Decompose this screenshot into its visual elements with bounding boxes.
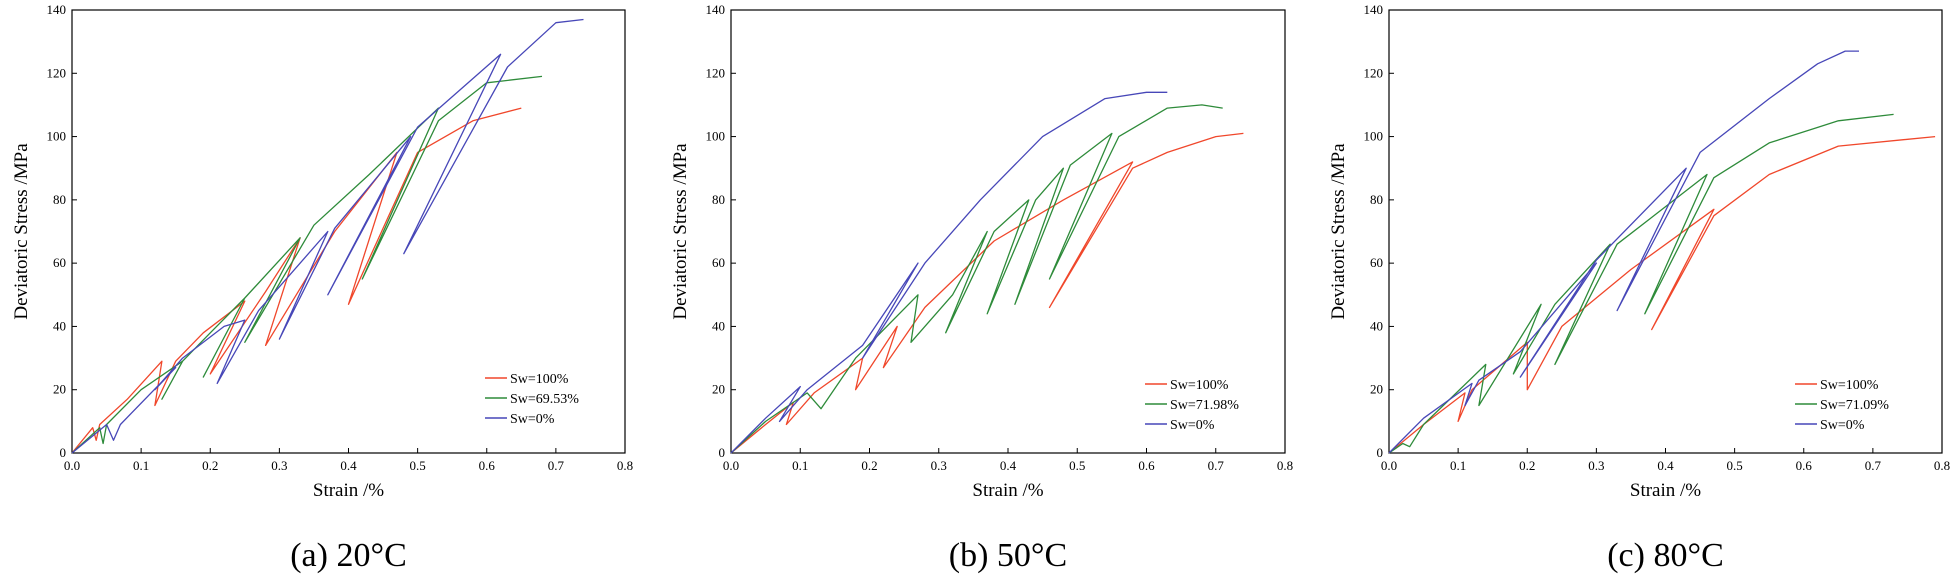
y-tick-label: 20 <box>53 382 66 397</box>
legend: Sw=100% Sw=71.98% Sw=0% <box>1145 378 1239 433</box>
series-line-sw100 <box>730 132 1244 454</box>
y-tick-label: 0 <box>60 445 67 460</box>
series-line-swmid <box>71 75 543 454</box>
x-tick-label: 0.6 <box>1138 458 1155 473</box>
x-tick-label: 0.1 <box>133 458 149 473</box>
legend-label: Sw=100% <box>510 372 569 387</box>
y-tick-label: 120 <box>1364 65 1384 80</box>
series-line-sw0 <box>71 18 584 454</box>
y-axis-label: Deviatoric Stress /MPa <box>11 143 32 320</box>
x-tick-label: 0.0 <box>1381 458 1397 473</box>
x-tick-label: 0.4 <box>1000 458 1017 473</box>
y-tick-label: 0 <box>1377 445 1384 460</box>
series-line-swmid <box>730 104 1223 454</box>
x-tick-label: 0.0 <box>64 458 80 473</box>
y-tick-label: 20 <box>712 382 725 397</box>
legend-label: Sw=100% <box>1170 378 1229 393</box>
panel-caption: (a) 20°C <box>290 537 407 574</box>
legend-label: Sw=100% <box>1820 378 1879 393</box>
x-tick-label: 0.1 <box>792 458 808 473</box>
y-tick-label: 100 <box>1364 129 1384 144</box>
panel-caption: (b) 50°C <box>949 537 1067 574</box>
series-line-sw0 <box>730 91 1168 454</box>
chart-panel-a: 0.0 0.1 0.2 0.3 0.4 0.5 0.6 0.7 0.8 0 20 40 60 80 100 1… <box>11 2 633 574</box>
y-tick-label: 80 <box>712 192 725 207</box>
series-line-sw100 <box>1388 135 1936 454</box>
chart-panel-c: 0.0 0.1 0.2 0.3 0.4 0.5 0.6 0.7 0.8 0 20 40 60 80 100 1… <box>1328 2 1950 574</box>
y-tick-label: 100 <box>47 129 67 144</box>
x-tick-label: 0.4 <box>340 458 357 473</box>
y-axis-label: Deviatoric Stress /MPa <box>1328 143 1349 320</box>
y-tick-label: 140 <box>1364 2 1384 17</box>
series-line-swmid <box>1388 113 1894 454</box>
legend: Sw=100% Sw=71.09% Sw=0% <box>1795 378 1889 433</box>
chart-panel-b: 0.0 0.1 0.2 0.3 0.4 0.5 0.6 0.7 0.8 0 20 40 60 80 100 1… <box>670 2 1293 574</box>
x-tick-label: 0.2 <box>202 458 218 473</box>
y-tick-label: 0 <box>719 445 726 460</box>
y-tick-label: 60 <box>53 255 66 270</box>
x-axis-label: Strain /% <box>972 480 1043 501</box>
legend-label: Sw=0% <box>1820 418 1865 433</box>
y-tick-label: 60 <box>1370 255 1383 270</box>
y-tick-label: 100 <box>706 129 726 144</box>
legend-label: Sw=0% <box>1170 418 1215 433</box>
x-tick-label: 0.0 <box>723 458 739 473</box>
x-tick-label: 0.3 <box>271 458 287 473</box>
y-tick-label: 80 <box>53 192 66 207</box>
x-axis-label: Strain /% <box>313 480 384 501</box>
x-tick-label: 0.7 <box>548 458 565 473</box>
series-line-sw100 <box>71 107 522 454</box>
y-tick-label: 140 <box>47 2 67 17</box>
y-tick-label: 80 <box>1370 192 1383 207</box>
x-tick-label: 0.5 <box>410 458 426 473</box>
x-tick-label: 0.8 <box>617 458 633 473</box>
y-tick-label: 20 <box>1370 382 1383 397</box>
x-tick-label: 0.6 <box>479 458 496 473</box>
x-tick-label: 0.3 <box>931 458 947 473</box>
y-tick-label: 60 <box>712 255 725 270</box>
legend-label: Sw=71.98% <box>1170 398 1239 413</box>
x-tick-label: 0.7 <box>1865 458 1882 473</box>
y-tick-label: 140 <box>706 2 726 17</box>
series-line-sw0 <box>1388 50 1859 454</box>
legend: Sw=100% Sw=69.53% Sw=0% <box>485 372 579 427</box>
x-tick-label: 0.6 <box>1796 458 1813 473</box>
y-tick-label: 40 <box>1370 318 1383 333</box>
y-tick-label: 40 <box>712 318 725 333</box>
y-axis-label: Deviatoric Stress /MPa <box>670 143 691 320</box>
x-tick-label: 0.8 <box>1934 458 1950 473</box>
x-tick-label: 0.7 <box>1208 458 1225 473</box>
x-tick-label: 0.2 <box>1519 458 1535 473</box>
x-tick-label: 0.1 <box>1450 458 1466 473</box>
x-tick-label: 0.5 <box>1727 458 1743 473</box>
x-tick-label: 0.5 <box>1069 458 1085 473</box>
y-tick-label: 120 <box>47 65 67 80</box>
y-tick-label: 120 <box>706 65 726 80</box>
legend-label: Sw=69.53% <box>510 392 579 407</box>
y-tick-label: 40 <box>53 318 66 333</box>
x-tick-label: 0.8 <box>1277 458 1293 473</box>
x-tick-label: 0.2 <box>861 458 877 473</box>
x-axis-label: Strain /% <box>1630 480 1701 501</box>
x-tick-label: 0.4 <box>1657 458 1674 473</box>
panel-caption: (c) 80°C <box>1607 537 1724 574</box>
x-tick-label: 0.3 <box>1588 458 1604 473</box>
legend-label: Sw=71.09% <box>1820 398 1889 413</box>
legend-label: Sw=0% <box>510 412 555 427</box>
